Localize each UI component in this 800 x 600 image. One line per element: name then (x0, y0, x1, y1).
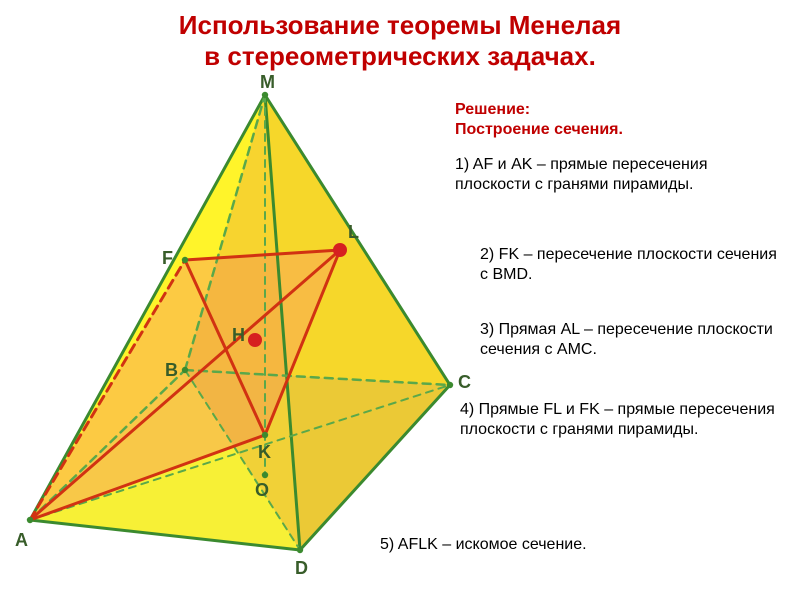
label-B: B (165, 360, 178, 381)
step-4: 4) Прямые FL и FK – прямые пересечения п… (460, 400, 790, 440)
step-1: 1) AF и AK – прямые пересечения плоскост… (455, 155, 785, 195)
label-F: F (162, 248, 173, 269)
label-M: M (260, 72, 275, 93)
label-D: D (295, 558, 308, 579)
label-L: L (348, 222, 359, 243)
title-line-1: Использование теоремы Менелая (0, 10, 800, 41)
label-K: K (258, 442, 271, 463)
label-C: C (458, 372, 471, 393)
step-3: 3) Прямая AL – пересечение плоскости сеч… (480, 320, 780, 360)
title-line-2: в стереометрических задачах. (0, 41, 800, 72)
diagram-stage: M A D C B F L K H O Решение: Построение … (0, 80, 800, 600)
solution-header: Решение: Построение сечения. (455, 100, 623, 140)
step-2: 2) FK – пересечение плоскости сечения с … (480, 245, 780, 285)
step-5: 5) AFLK – искомое сечение. (380, 535, 587, 555)
label-H: H (232, 325, 245, 346)
label-O: O (255, 480, 269, 501)
label-A: A (15, 530, 28, 551)
